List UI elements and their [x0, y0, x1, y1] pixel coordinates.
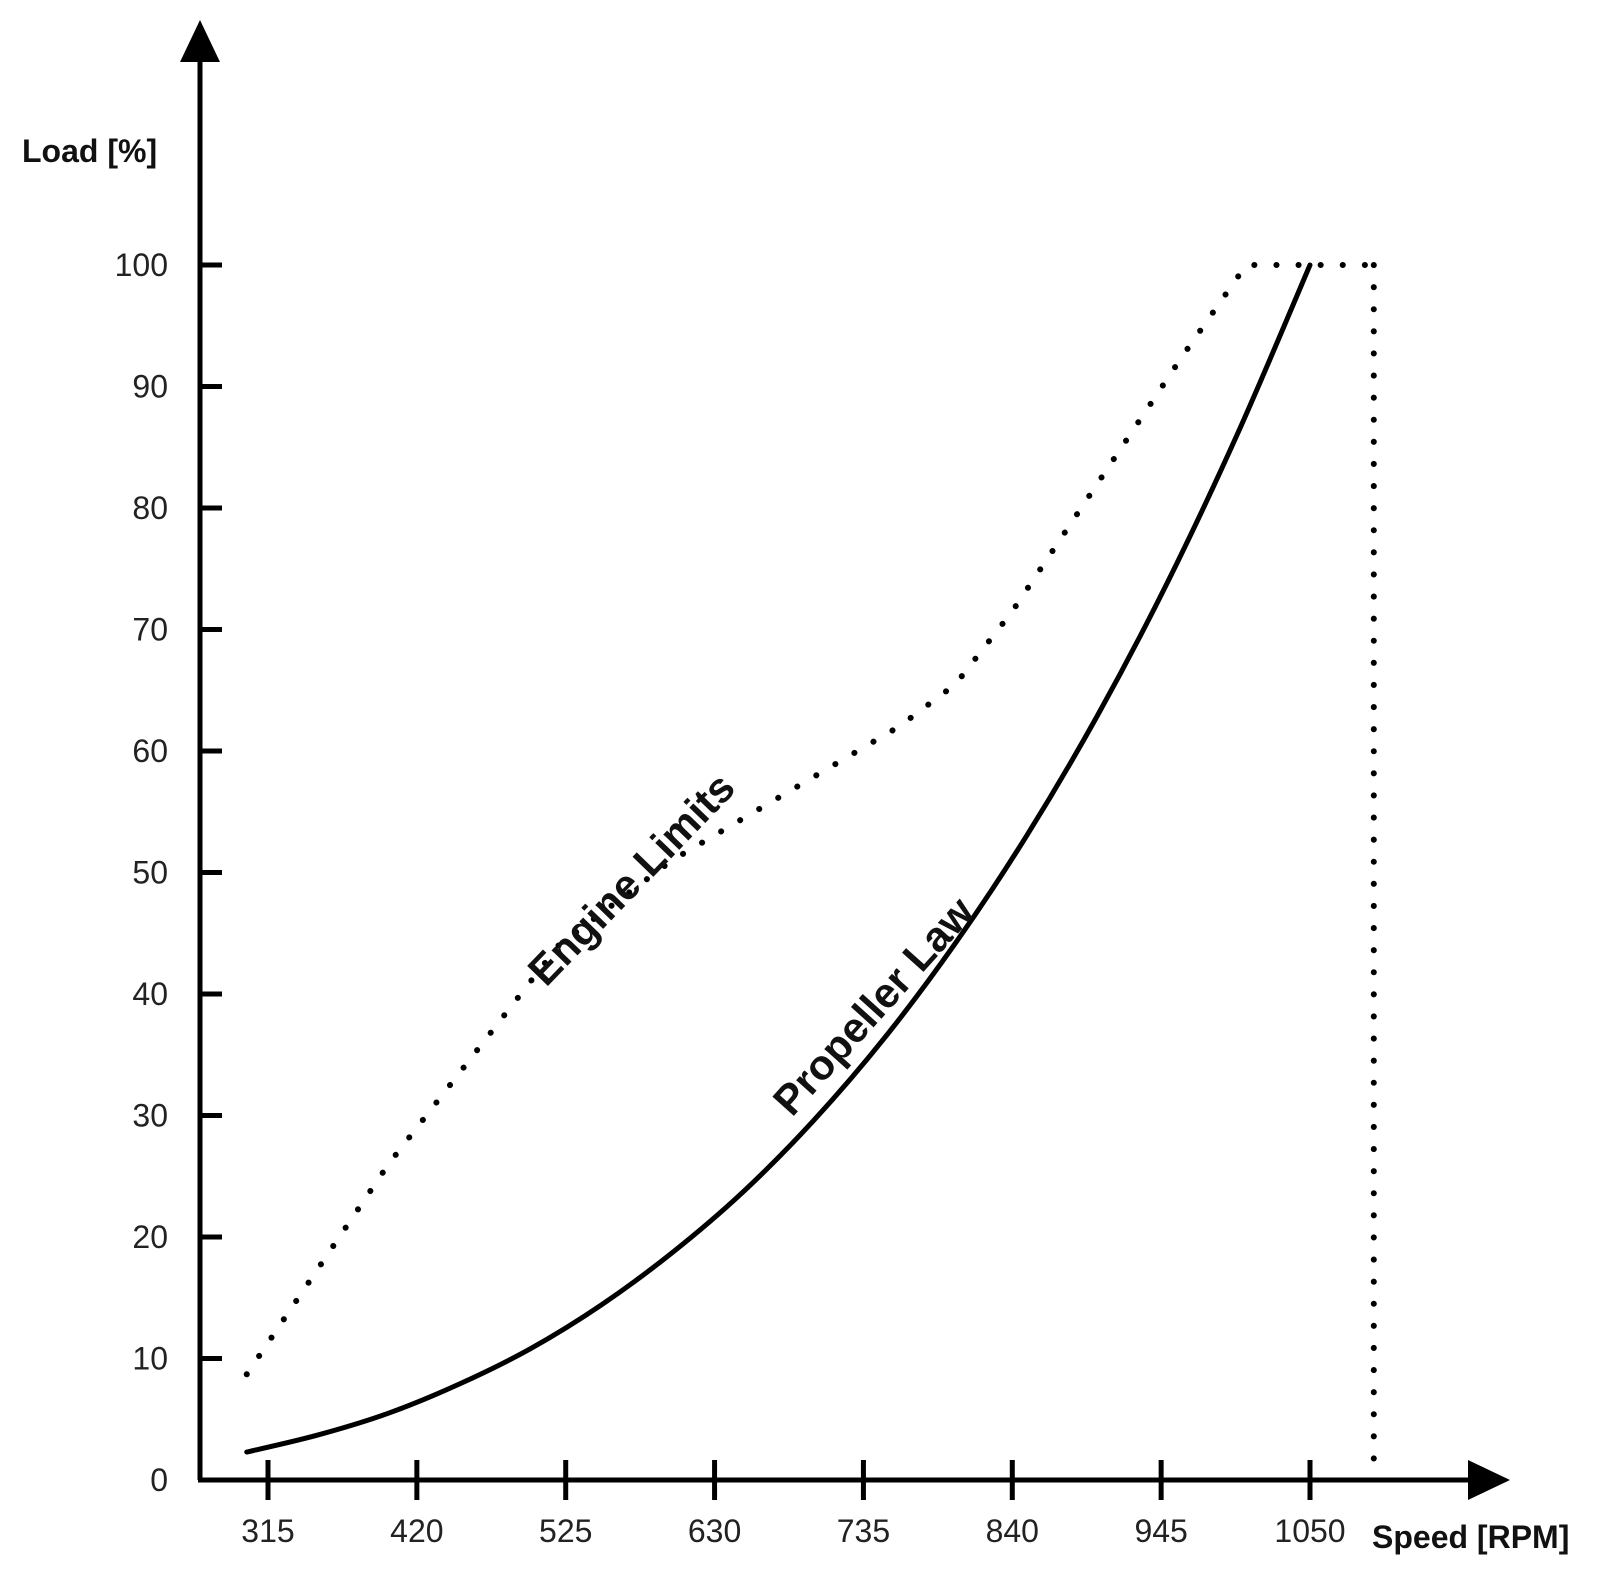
- y-tick-label: 80: [132, 490, 168, 526]
- x-tick-label: 840: [986, 1513, 1039, 1549]
- x-tick-label: 1050: [1274, 1513, 1345, 1549]
- y-tick-label: 10: [132, 1341, 168, 1377]
- y-tick-label: 50: [132, 855, 168, 891]
- x-tick-label: 945: [1134, 1513, 1187, 1549]
- x-axis-title: Speed [RPM]: [1372, 1519, 1569, 1555]
- propeller-law-label: Propeller Law: [764, 888, 983, 1124]
- y-tick-label: 90: [132, 369, 168, 405]
- propeller-law-line: [244, 262, 1313, 1455]
- y-tick-label: 30: [132, 1098, 168, 1134]
- y-tick-label: 0: [150, 1462, 168, 1498]
- y-tick-label: 100: [115, 247, 168, 283]
- y-axis-title: Load [%]: [22, 133, 157, 169]
- x-tick-label: 420: [390, 1513, 443, 1549]
- x-tick-label: 315: [241, 1513, 294, 1549]
- x-axis-arrow: [1468, 1460, 1510, 1500]
- engine-limits-line: [243, 262, 1377, 1378]
- y-tick-label: 20: [132, 1219, 168, 1255]
- y-tick-label: 70: [132, 612, 168, 648]
- y-axis-arrow: [180, 20, 220, 62]
- axis-ticks: 0 10 20 30 40 50 60 70 80 90 100 315 420 525 630 735 840…: [115, 247, 1346, 1549]
- x-tick-label: 630: [688, 1513, 741, 1549]
- x-tick-label: 525: [539, 1513, 592, 1549]
- x-tick-label: 735: [837, 1513, 890, 1549]
- chart-labels: Load [%] Speed [RPM] Engine Limits Prope…: [22, 133, 1569, 1555]
- y-tick-label: 60: [132, 733, 168, 769]
- axes: [180, 20, 1510, 1500]
- series-lines: [243, 262, 1377, 1483]
- engine-limits-label: Engine Limits: [519, 764, 744, 995]
- y-tick-label: 40: [132, 976, 168, 1012]
